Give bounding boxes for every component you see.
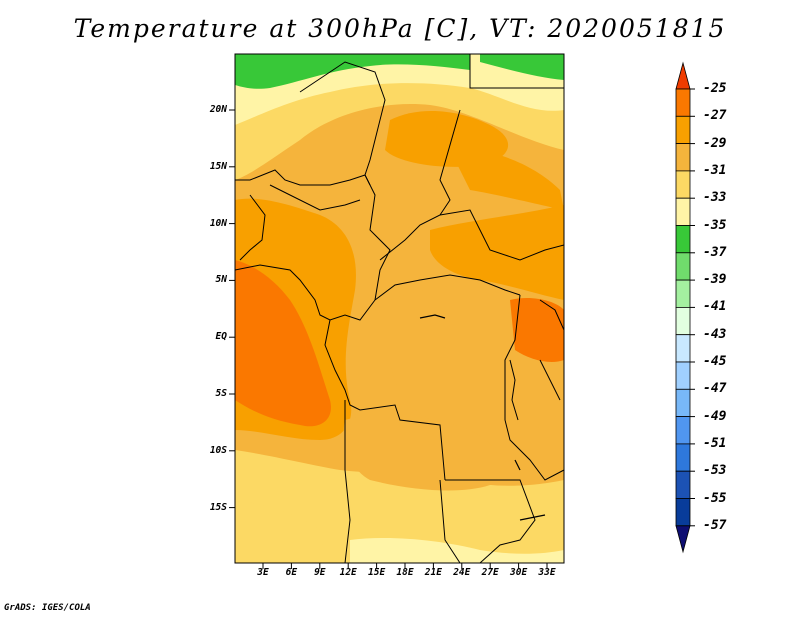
lon-label: 18E [396,567,414,578]
lon-label: 30E [510,567,528,578]
colorbar-segment [675,306,691,336]
colorbar-segment [675,498,691,527]
lakes [419,314,546,521]
border-tanzania [539,359,561,401]
colorbar-segment [675,361,691,390]
colorbar-segment [675,88,691,117]
field-region-gulf-warmest [235,260,331,427]
lat-label: 15N [209,160,227,172]
colorbar-segment [675,225,691,254]
lat-label: 10S [209,444,227,456]
colorbar-segment [675,197,691,226]
country-borders [235,54,564,563]
lat-label: 5S [215,388,227,399]
lat-label: 5N [215,274,227,286]
colorbar-label: -55 [703,490,727,506]
border-nigeria-west [239,194,266,261]
border-zambia [445,479,536,563]
colorbar-label: -47 [703,381,727,397]
border-niger-chad [299,61,391,301]
lon-label: 12E [339,567,357,578]
border-namibia [344,400,351,563]
map-frame [234,53,565,564]
field-patch-lakes [510,298,564,362]
border-car-drc [374,274,521,301]
colorbar-label: -51 [703,435,727,451]
lake-mark-1 [419,314,446,319]
colorbar-label: -41 [703,299,727,315]
lake-mark-3 [519,514,546,521]
colorbar-label: -25 [703,81,727,96]
colorbar-label: -31 [703,162,727,178]
border-drc-east [504,294,564,481]
lake-mark-2 [514,459,521,471]
colorbar-segment [675,279,691,308]
temperature-field [235,54,564,563]
field-patch-sudan [450,149,564,210]
lon-label: 6E [285,567,298,578]
colorbar-label: -45 [703,354,727,369]
colorbar-label: -57 [703,517,727,533]
field-band-cool-sw [235,500,324,563]
colorbar-segment [675,334,691,363]
colorbar-segment [675,252,691,281]
lon-label: 27E [481,567,499,578]
colorbar-segment [675,115,691,145]
border-libya-egypt [469,54,564,89]
axis-ticks [229,109,548,569]
colorbar-bottom-arrow [675,525,691,554]
colorbar-label: -53 [703,463,727,479]
lon-label: 21E [424,567,442,578]
border-sudan-south [439,209,564,261]
lon-label: 33E [538,567,556,578]
colorbar-segment [675,143,691,172]
colorbar-label: -37 [703,244,727,260]
border-congo-angola [324,319,446,481]
colorbar-label: -27 [703,108,727,124]
colorbar-segment [675,170,691,199]
colorbar [675,61,695,554]
colorbar-label: -39 [703,272,727,288]
border-uganda [539,299,564,331]
colorbar-segment [675,443,691,472]
colorbar-label: -33 [703,190,727,206]
border-sahel-west [235,169,371,186]
lon-label: 9E [314,567,326,578]
colorbar-label: -49 [703,408,727,424]
field-band-light-south [350,538,564,563]
border-coast-west [235,264,376,321]
lat-label: 15S [209,501,227,513]
map-title: Temperature at 300hPa [C], VT: 202005181… [73,14,727,43]
lon-label: 3E [257,567,269,578]
field-region-angola [343,414,501,491]
colorbar-top-arrow [675,61,691,90]
colorbar-segment [675,416,691,445]
colorbar-label: -43 [703,326,727,342]
colorbar-segment [675,388,691,417]
lon-label: 24E [453,567,471,578]
lon-label: 15E [368,567,386,578]
field-band-green-nw [235,54,470,89]
lat-label: EQ [215,331,227,343]
colorbar-label: -35 [703,217,727,233]
field-band-green-ne [480,54,564,80]
colorbar-label: -29 [703,135,727,151]
border-botswana [439,479,461,563]
border-nigeria-north [269,184,361,211]
border-lake-tanganyika [509,359,519,421]
colorbar-segment [675,470,691,499]
credit-text: GrADS: IGES/COLA [4,603,91,613]
lat-label: 10N [209,217,227,229]
lat-label: 20N [209,104,227,115]
